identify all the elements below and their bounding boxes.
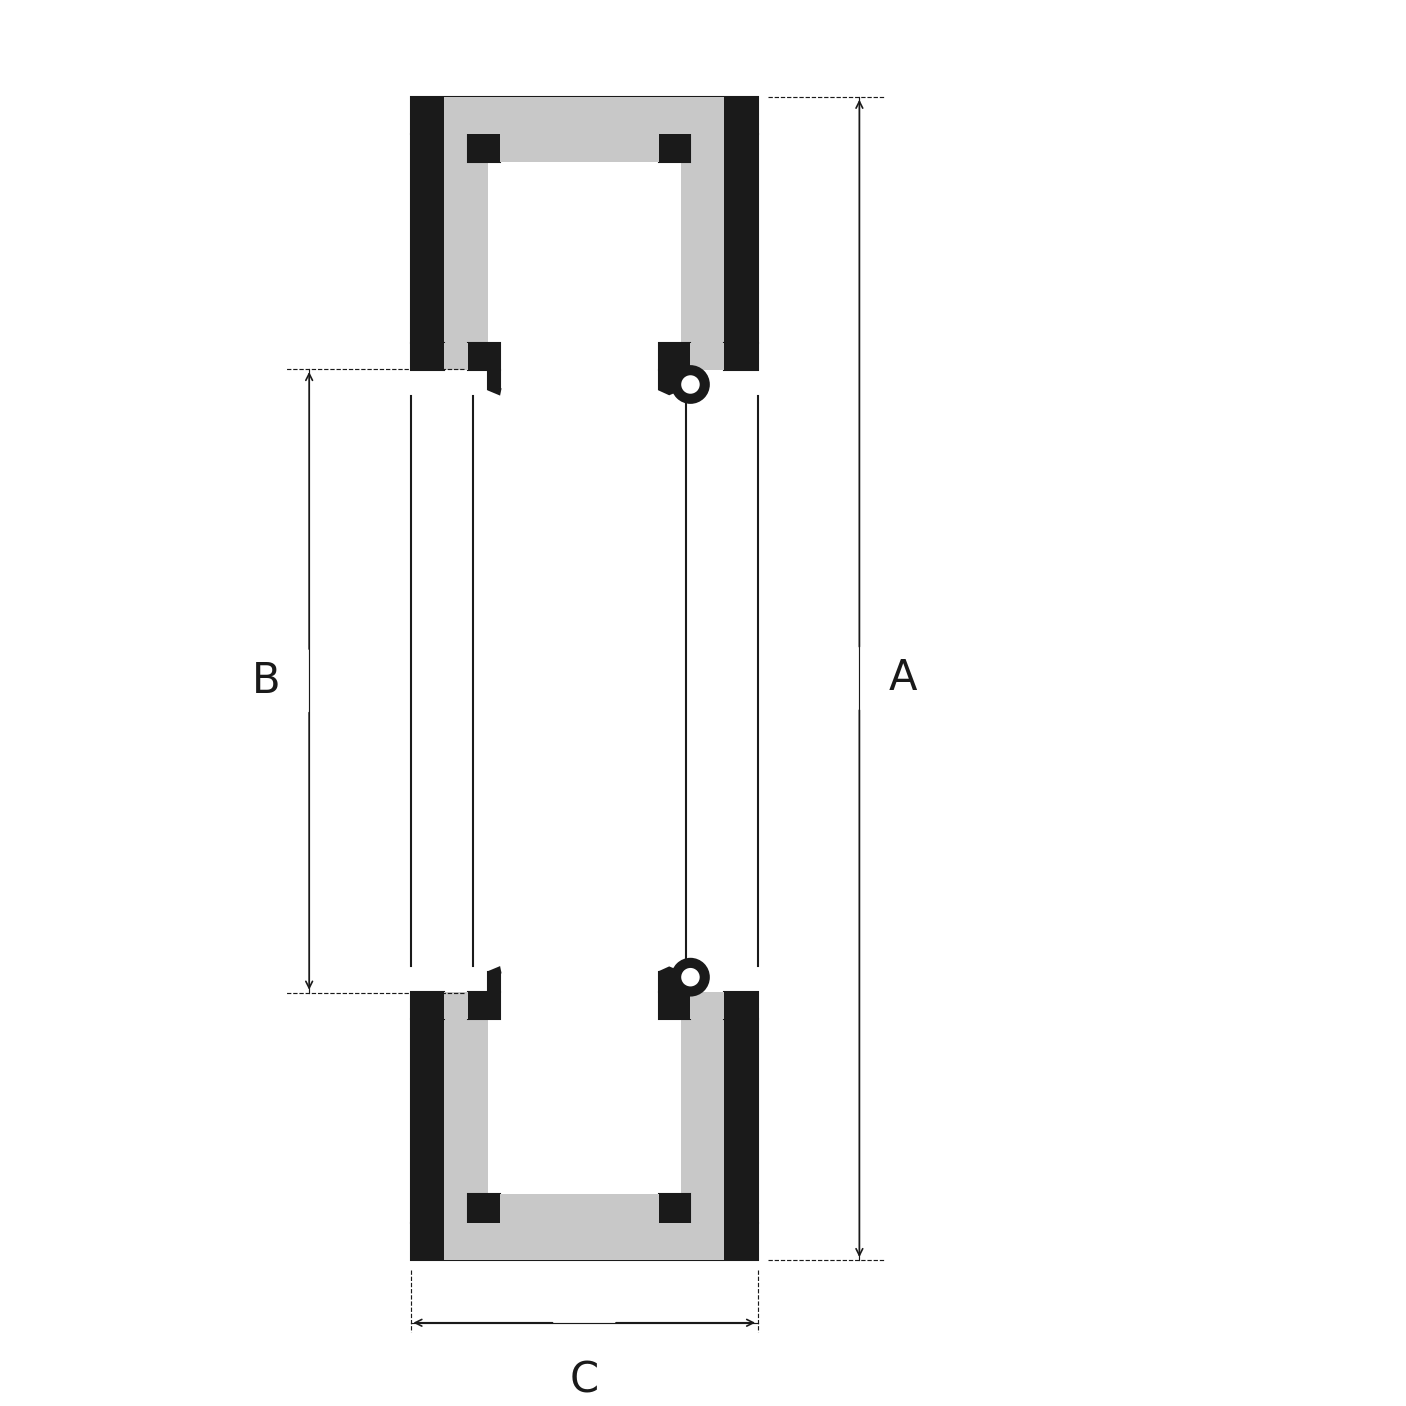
Polygon shape: [411, 1019, 444, 1223]
Polygon shape: [488, 973, 501, 991]
Polygon shape: [444, 343, 468, 370]
Text: A: A: [889, 658, 917, 699]
Polygon shape: [658, 343, 690, 370]
Polygon shape: [488, 389, 501, 394]
Polygon shape: [690, 343, 724, 370]
Polygon shape: [501, 1194, 658, 1223]
Circle shape: [681, 374, 700, 395]
Polygon shape: [411, 991, 444, 1019]
Polygon shape: [681, 1019, 724, 1223]
Polygon shape: [690, 991, 724, 1019]
Polygon shape: [468, 1194, 501, 1223]
Polygon shape: [468, 134, 501, 163]
Polygon shape: [444, 1223, 724, 1260]
Polygon shape: [658, 973, 681, 991]
Polygon shape: [444, 1019, 488, 1223]
Text: B: B: [252, 659, 280, 702]
Polygon shape: [411, 343, 444, 370]
Circle shape: [672, 366, 709, 404]
Polygon shape: [658, 991, 690, 1019]
Polygon shape: [658, 389, 681, 394]
Polygon shape: [444, 991, 468, 1019]
Circle shape: [681, 967, 700, 987]
Polygon shape: [658, 1194, 690, 1223]
Polygon shape: [501, 134, 658, 163]
Polygon shape: [411, 134, 444, 343]
Polygon shape: [658, 370, 681, 389]
Polygon shape: [468, 991, 501, 1019]
Polygon shape: [488, 370, 501, 389]
Circle shape: [672, 959, 709, 995]
Polygon shape: [724, 134, 758, 343]
Polygon shape: [658, 134, 690, 163]
Polygon shape: [681, 134, 724, 343]
Polygon shape: [724, 343, 758, 370]
Polygon shape: [444, 134, 488, 343]
Polygon shape: [724, 991, 758, 1019]
Polygon shape: [724, 1019, 758, 1223]
Polygon shape: [411, 97, 758, 134]
Text: C: C: [569, 1360, 599, 1402]
Polygon shape: [488, 967, 501, 973]
Polygon shape: [468, 343, 501, 370]
Polygon shape: [444, 97, 724, 134]
Polygon shape: [411, 1223, 758, 1260]
Polygon shape: [658, 967, 681, 973]
